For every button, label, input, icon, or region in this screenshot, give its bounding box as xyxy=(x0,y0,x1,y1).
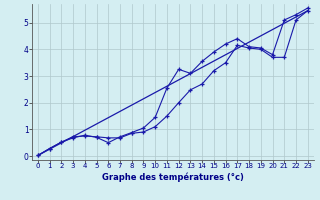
X-axis label: Graphe des températures (°c): Graphe des températures (°c) xyxy=(102,172,244,182)
